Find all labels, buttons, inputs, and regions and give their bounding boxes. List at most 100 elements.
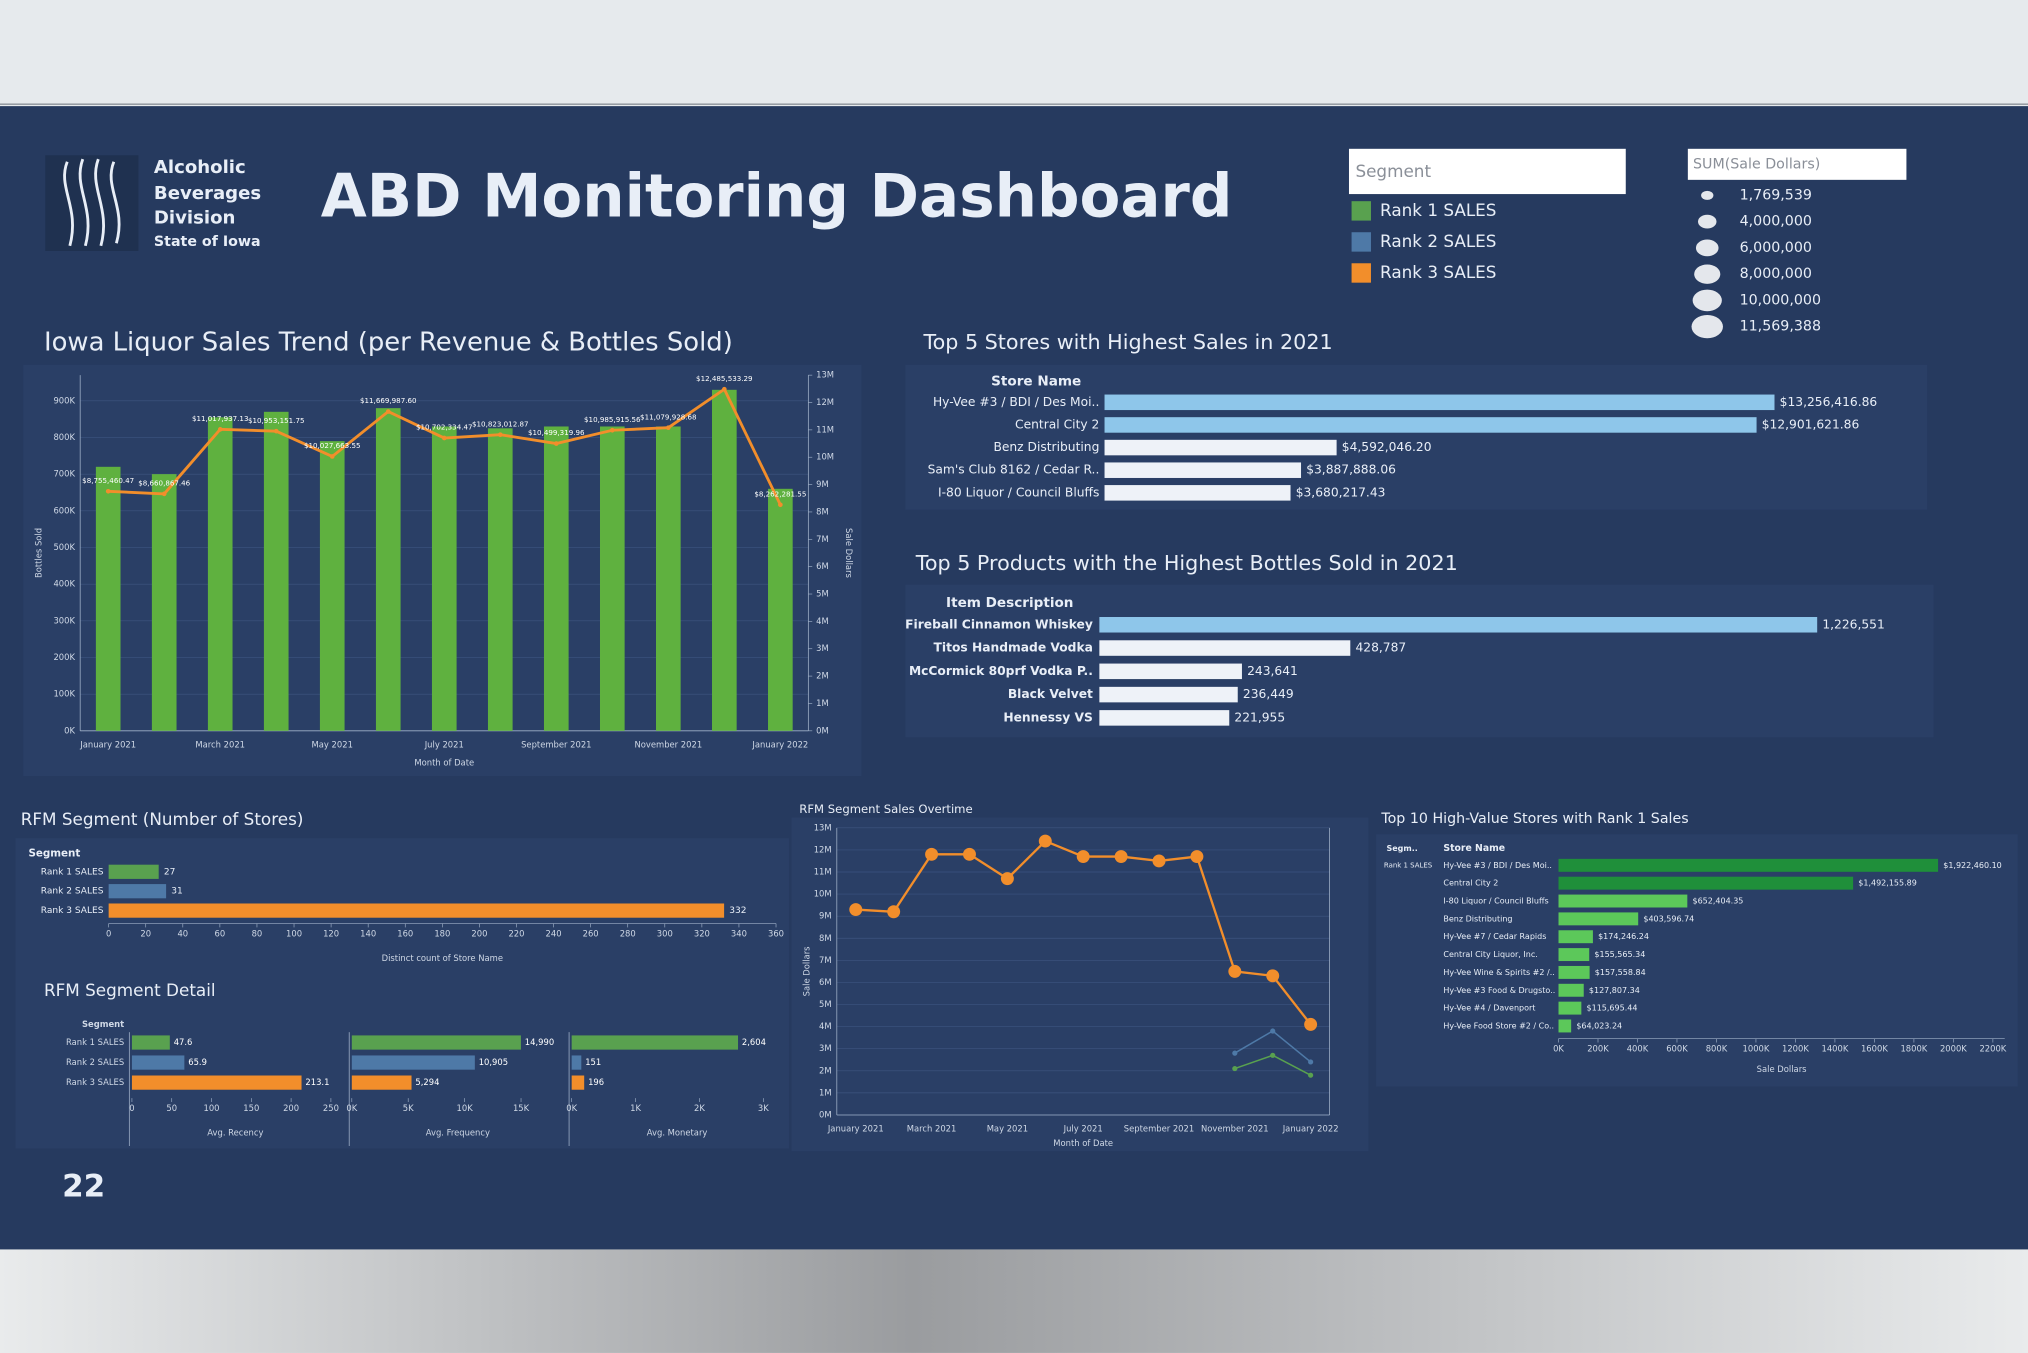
data-label: $10,823,012.87 xyxy=(472,419,529,428)
point xyxy=(1190,850,1204,864)
y-tick-label: 11M xyxy=(814,866,832,876)
legend-label: 10,000,000 xyxy=(1740,292,1821,308)
x-tick-label: 1200K xyxy=(1782,1043,1809,1053)
y-tick-label: 10M xyxy=(816,452,834,462)
y-axis-label: Bottles Sold xyxy=(33,528,43,578)
top-band xyxy=(0,0,2028,104)
category-label: Hy-Vee Food Store #2 / Co.. xyxy=(1443,1021,1554,1030)
y-tick-label: 12M xyxy=(816,397,834,407)
data-label: $10,499,319.96 xyxy=(528,428,585,437)
x-tick-label: 250 xyxy=(323,1103,339,1113)
x-tick-label: 800K xyxy=(1706,1043,1728,1053)
data-label: $8,660,867.46 xyxy=(138,479,190,488)
bar xyxy=(655,426,681,731)
data-label: $4,592,046.20 xyxy=(1342,440,1432,454)
x-tick-label: March 2021 xyxy=(195,740,245,750)
category-label: Central City 2 xyxy=(1443,879,1498,888)
bar xyxy=(108,864,159,879)
x-tick-label: 40 xyxy=(177,928,188,938)
dashboard-title: ABD Monitoring Dashboard xyxy=(321,163,1233,232)
bar xyxy=(151,474,177,731)
bar xyxy=(487,428,513,731)
y-tick-label: 7M xyxy=(819,955,832,965)
category-label: Benz Distributing xyxy=(993,440,1099,454)
bar xyxy=(571,1075,585,1090)
y-axis-label: Sale Dollars xyxy=(802,946,812,996)
data-label: 14,990 xyxy=(525,1037,554,1047)
x-tick-label: 1600K xyxy=(1861,1043,1888,1053)
y-tick-label: 4M xyxy=(816,616,829,626)
bar xyxy=(1099,686,1238,703)
x-tick-label: 0K xyxy=(1553,1043,1564,1053)
bar xyxy=(131,1055,185,1070)
x-tick-label: 5K xyxy=(403,1103,414,1113)
logo: Alcoholic Beverages Division State of Io… xyxy=(45,155,261,251)
legend-label: Rank 2 SALES xyxy=(1380,231,1496,251)
panel xyxy=(905,584,1934,738)
bar xyxy=(1558,930,1593,944)
chart-title: Top 5 Products with the Highest Bottles … xyxy=(915,551,1458,575)
x-tick-label: 3K xyxy=(758,1103,769,1113)
bar xyxy=(768,488,793,731)
data-label: 151 xyxy=(585,1057,601,1067)
category-label: Hy-Vee #3 / BDI / Des Moi.. xyxy=(1443,861,1552,870)
y-tick-label: 3M xyxy=(816,643,829,653)
x-tick-label: 150 xyxy=(243,1103,259,1113)
row-group: Rank 1 SALES xyxy=(1384,861,1433,869)
x-axis-label: Month of Date xyxy=(1053,1138,1113,1148)
bar xyxy=(1558,876,1854,890)
bar xyxy=(571,1035,739,1050)
y-tick-label: 12M xyxy=(814,844,832,854)
x-tick-label: 360 xyxy=(768,928,784,938)
data-label: 243,641 xyxy=(1247,664,1298,678)
y-tick-label: 200K xyxy=(53,652,75,662)
x-tick-label: 1K xyxy=(630,1103,641,1113)
chart-title: Top 5 Stores with Highest Sales in 2021 xyxy=(922,330,1332,354)
point xyxy=(1232,1065,1238,1072)
bar xyxy=(1104,417,1757,433)
x-tick-label: 60 xyxy=(215,928,226,938)
column-header: Segm.. xyxy=(1386,844,1417,853)
data-label: 332 xyxy=(729,906,746,916)
legend-title-box xyxy=(1687,148,1907,180)
panel xyxy=(791,817,1369,1152)
y-tick-label: 0M xyxy=(819,1109,832,1119)
y-tick-label: 6M xyxy=(819,977,832,987)
chart-title: RFM Segment (Number of Stores) xyxy=(21,809,304,829)
data-label: $10,702,334.47 xyxy=(416,423,473,432)
point xyxy=(778,502,783,508)
y-tick-label: 4M xyxy=(819,1021,832,1031)
y-tick-label: 0K xyxy=(64,725,75,735)
bar xyxy=(1104,439,1337,456)
y-tick-label: 11M xyxy=(816,424,834,434)
legend-label: 1,769,539 xyxy=(1740,187,1812,203)
data-label: 65.9 xyxy=(188,1057,207,1067)
data-label: $3,887,888.06 xyxy=(1306,463,1396,477)
logo-box xyxy=(45,155,139,251)
legend-size-mark xyxy=(1691,315,1723,339)
bar xyxy=(1558,1001,1582,1015)
data-label: 1,226,551 xyxy=(1822,617,1884,631)
point xyxy=(1308,1072,1314,1078)
category-label: Hy-Vee #3 / BDI / Des Moi.. xyxy=(933,395,1099,409)
point xyxy=(722,386,727,392)
x-tick-label: 200 xyxy=(283,1103,299,1113)
point xyxy=(1232,1050,1238,1056)
legend-label: Rank 1 SALES xyxy=(1380,200,1496,220)
x-tick-label: November 2021 xyxy=(634,740,702,750)
data-label: 47.6 xyxy=(174,1037,193,1047)
bar xyxy=(1558,983,1584,997)
legend-label: 8,000,000 xyxy=(1740,266,1812,282)
chart-title: Iowa Liquor Sales Trend (per Revenue & B… xyxy=(44,327,733,357)
bar xyxy=(263,411,289,731)
category-label: Rank 3 SALES xyxy=(41,906,104,916)
y-tick-label: 13M xyxy=(816,370,834,380)
point xyxy=(665,425,671,431)
x-tick-label: 1400K xyxy=(1821,1043,1848,1053)
x-tick-label: 0 xyxy=(129,1103,134,1113)
legend-title: SUM(Sale Dollars) xyxy=(1693,156,1820,172)
data-label: 236,449 xyxy=(1243,687,1294,701)
point xyxy=(1000,872,1014,886)
bar xyxy=(1099,640,1351,656)
point xyxy=(925,847,939,861)
